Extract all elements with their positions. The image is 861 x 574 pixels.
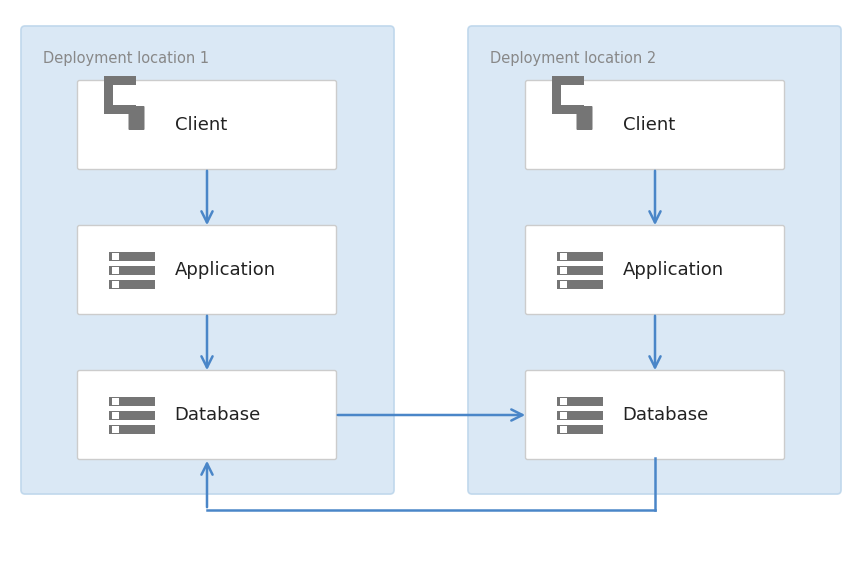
Bar <box>108 266 154 274</box>
Bar <box>108 280 154 289</box>
Bar <box>559 412 566 418</box>
Bar <box>111 281 118 288</box>
Text: Database: Database <box>622 406 708 424</box>
Bar <box>559 398 566 405</box>
Bar <box>111 253 118 259</box>
FancyBboxPatch shape <box>576 106 592 130</box>
Bar <box>111 398 118 405</box>
Bar <box>556 425 602 433</box>
FancyBboxPatch shape <box>77 370 336 460</box>
Bar <box>103 105 135 114</box>
Bar <box>103 76 135 85</box>
Bar <box>559 253 566 259</box>
Bar <box>108 425 154 433</box>
Text: Client: Client <box>174 116 226 134</box>
Bar <box>103 76 113 114</box>
Bar <box>559 425 566 432</box>
Text: Deployment location 2: Deployment location 2 <box>489 51 655 65</box>
Text: Client: Client <box>622 116 674 134</box>
FancyBboxPatch shape <box>468 26 840 494</box>
FancyBboxPatch shape <box>77 226 336 315</box>
FancyBboxPatch shape <box>77 80 336 169</box>
Bar <box>551 105 583 114</box>
Bar <box>111 425 118 432</box>
Bar <box>556 397 602 405</box>
FancyBboxPatch shape <box>525 80 784 169</box>
Text: Database: Database <box>174 406 260 424</box>
Bar <box>108 397 154 405</box>
Text: Application: Application <box>174 261 276 279</box>
Bar <box>556 410 602 420</box>
Bar <box>556 266 602 274</box>
FancyBboxPatch shape <box>525 226 784 315</box>
Bar <box>556 280 602 289</box>
Bar <box>111 266 118 273</box>
Text: Application: Application <box>622 261 722 279</box>
Bar <box>108 251 154 261</box>
Bar <box>556 251 602 261</box>
Bar <box>111 412 118 418</box>
Bar <box>559 266 566 273</box>
Bar <box>551 76 560 114</box>
Bar <box>551 76 583 85</box>
Text: Deployment location 1: Deployment location 1 <box>43 51 209 65</box>
Bar <box>108 410 154 420</box>
FancyBboxPatch shape <box>525 370 784 460</box>
Bar <box>559 281 566 288</box>
FancyBboxPatch shape <box>128 106 145 130</box>
FancyBboxPatch shape <box>21 26 393 494</box>
